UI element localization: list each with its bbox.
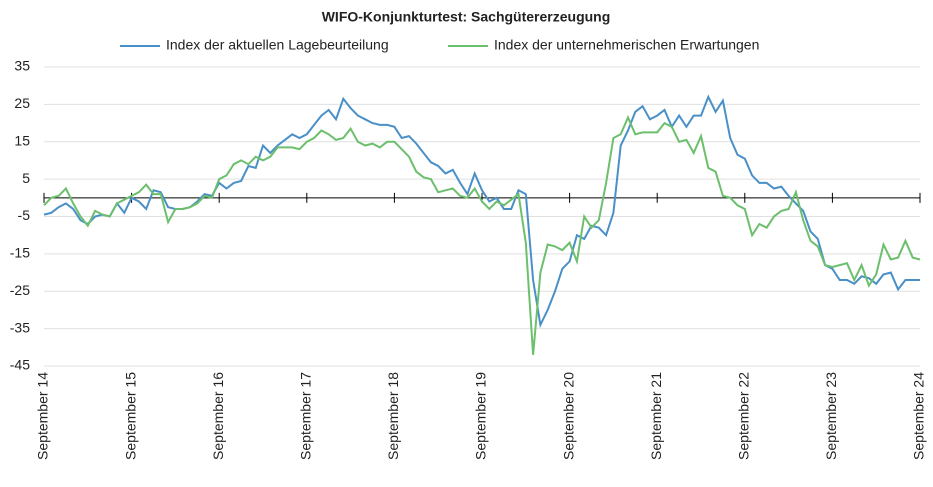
x-tick-label: September 22 [736,372,752,460]
y-tick-label: 25 [14,95,30,111]
x-tick-label: September 24 [911,372,927,460]
x-tick-label: September 15 [122,372,138,460]
x-tick-label: September 18 [385,372,401,460]
y-tick-label: -35 [10,319,30,335]
x-tick-label: September 16 [210,372,226,460]
x-tick-label: September 19 [473,372,489,460]
x-tick-label: September 20 [560,372,576,460]
x-tick-label: September 17 [298,372,314,460]
y-tick-label: 5 [22,170,30,186]
y-tick-label: 15 [14,132,30,148]
y-tick-label: 35 [14,58,30,74]
series-line [43,114,921,355]
x-tick-label: September 23 [823,372,839,460]
y-tick-label: -5 [18,207,31,223]
legend-label: Index der unternehmerischen Erwartungen [494,37,759,53]
y-tick-label: -25 [10,282,30,298]
chart-title: WIFO-Konjunkturtest: Sachgütererzeugung [322,9,611,25]
x-tick-label: September 14 [35,372,51,460]
y-tick-label: -45 [10,357,30,373]
x-tick-label: September 21 [648,372,664,460]
y-tick-label: -15 [10,245,30,261]
legend-label: Index der aktuellen Lagebeurteilung [166,37,389,53]
